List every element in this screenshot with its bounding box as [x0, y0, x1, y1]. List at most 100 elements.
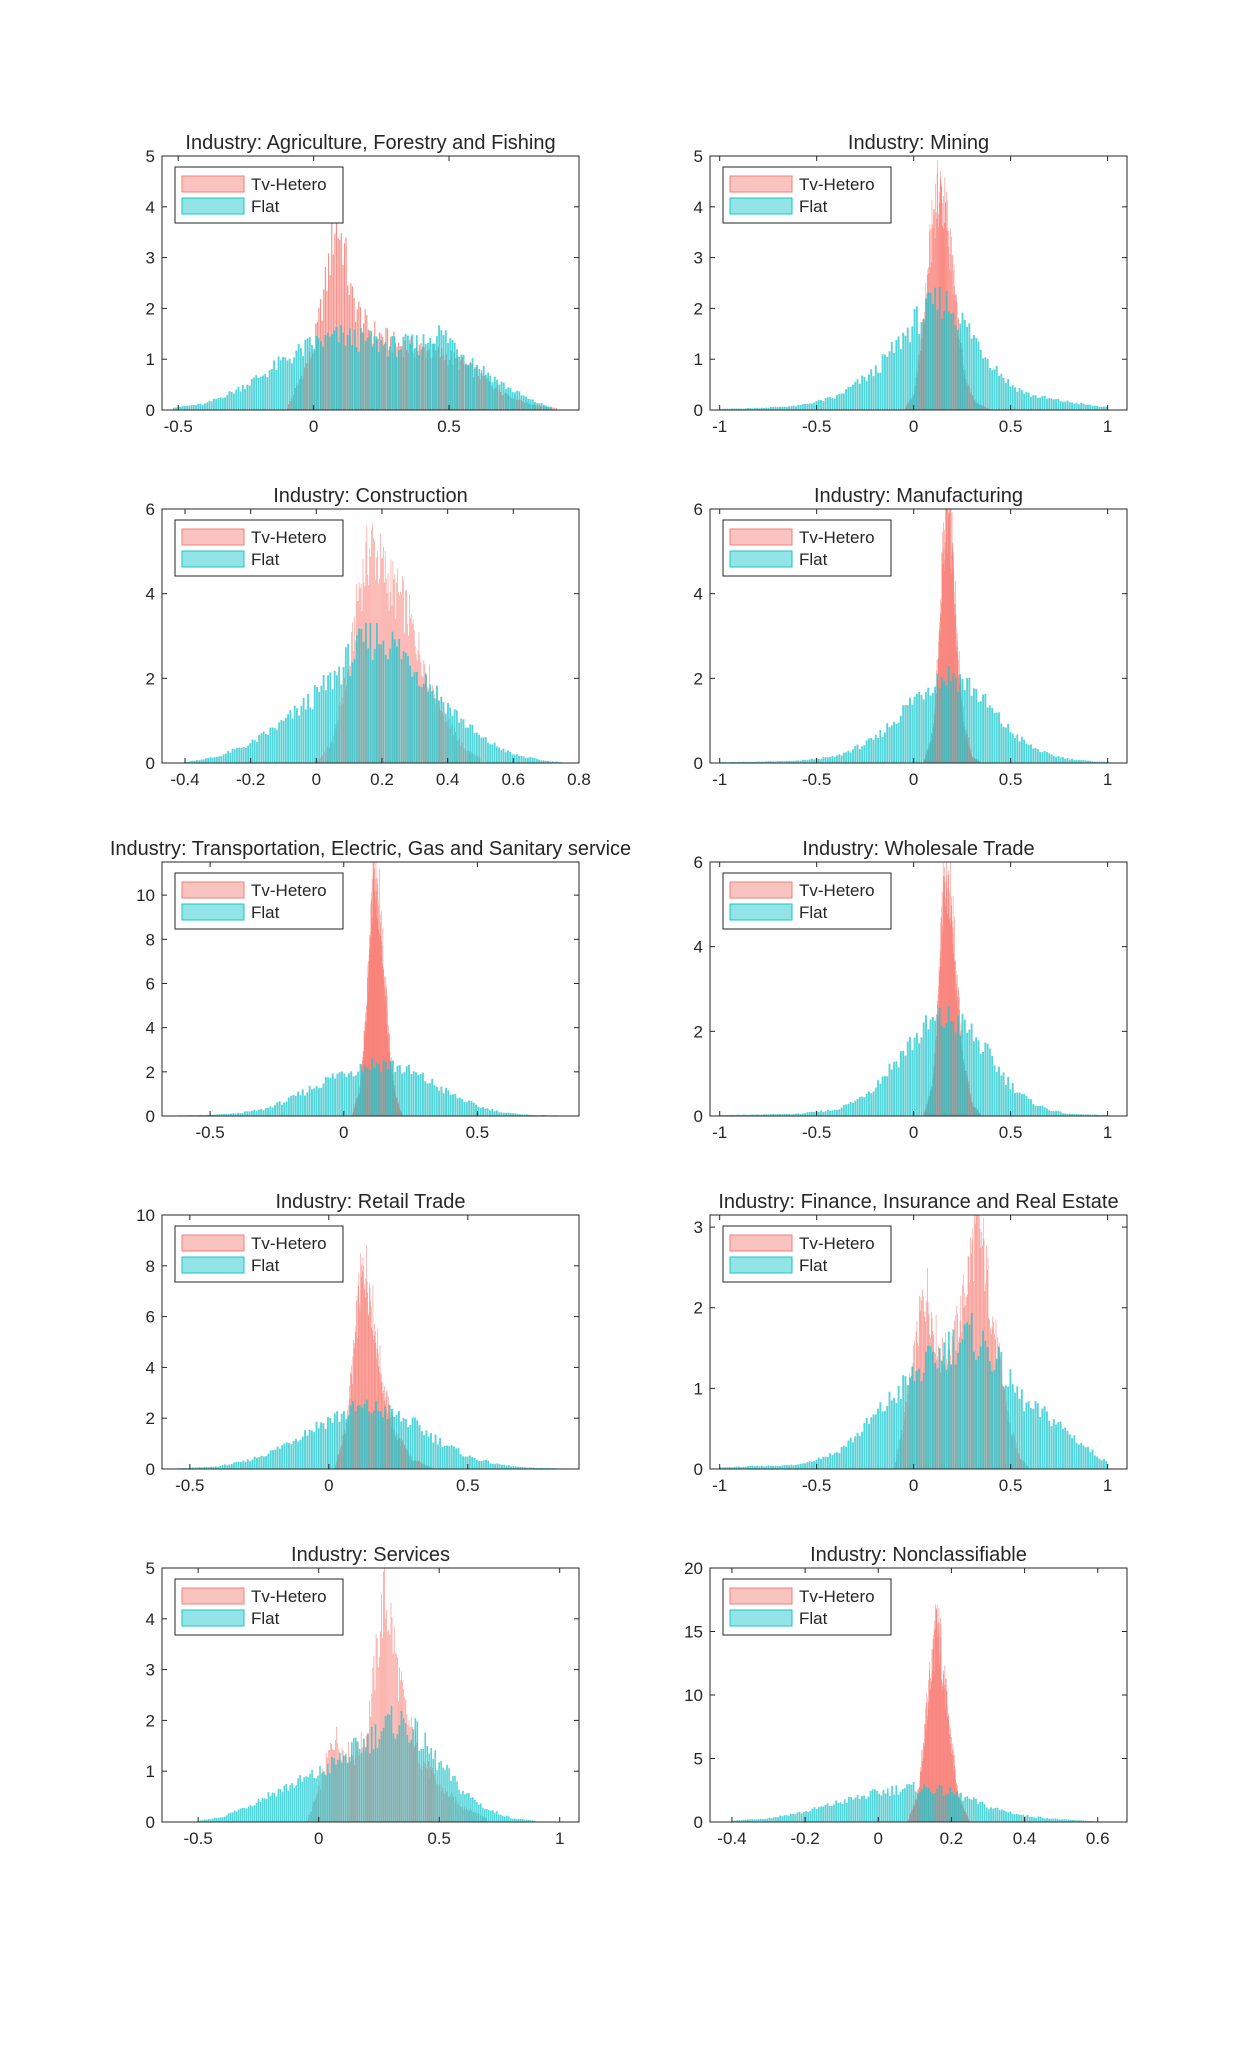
histogram-bar	[1009, 1811, 1012, 1822]
histogram-bar	[856, 1432, 859, 1469]
histogram-bar	[996, 1807, 999, 1822]
histogram-bar	[927, 1715, 929, 1822]
histogram-bar	[990, 1807, 992, 1822]
histogram-bar	[941, 906, 943, 1116]
histogram-bar	[179, 406, 182, 410]
histogram-bar	[378, 644, 381, 763]
histogram-bar	[297, 343, 300, 410]
histogram-bar	[522, 756, 525, 763]
histogram-bar	[293, 1787, 296, 1822]
histogram-bar	[1066, 1430, 1069, 1469]
histogram-bar	[470, 1797, 472, 1822]
histogram-bar	[320, 685, 323, 763]
histogram-bar	[281, 1445, 284, 1469]
histogram-bar	[467, 727, 469, 763]
histogram-bar	[218, 756, 221, 763]
histogram-bar	[498, 1464, 501, 1469]
histogram-bar	[406, 350, 408, 410]
histogram-bar	[260, 1109, 263, 1116]
histogram-bar	[502, 1112, 505, 1116]
histogram-bar	[498, 384, 501, 410]
histogram-bar	[260, 733, 263, 763]
histogram-bar	[324, 335, 327, 410]
histogram-bar	[878, 1793, 881, 1822]
histogram-bar	[507, 1465, 510, 1469]
histogram-bar	[433, 343, 436, 410]
histogram-bar	[383, 343, 385, 410]
legend-swatch	[729, 903, 793, 921]
histogram-bar	[489, 744, 492, 763]
histogram-bar	[1025, 391, 1028, 410]
histogram-bar	[358, 1273, 360, 1469]
histogram-bar	[942, 196, 944, 410]
histogram-bar	[552, 407, 554, 410]
histogram-bar	[408, 1064, 411, 1116]
histogram-bar	[902, 705, 905, 763]
histogram-bar	[820, 1458, 822, 1469]
histogram-bar	[901, 1789, 904, 1822]
legend-label: Flat	[799, 1609, 828, 1628]
histogram-bar	[756, 1465, 759, 1469]
histogram-bar	[341, 1071, 343, 1116]
histogram-bar	[285, 1442, 288, 1469]
histogram-bar	[417, 350, 419, 410]
histogram-bar	[820, 1806, 822, 1822]
histogram-bar	[377, 1410, 380, 1469]
histogram-bar	[334, 233, 336, 410]
legend-swatch	[729, 1609, 793, 1627]
histogram-bar	[358, 1748, 361, 1822]
histogram-bar	[498, 747, 500, 763]
histogram-bar	[471, 1810, 473, 1822]
series-flat	[170, 1058, 563, 1116]
y-tick-label: 6	[694, 853, 703, 872]
histogram-bar	[224, 397, 226, 410]
histogram-bar	[950, 923, 951, 1116]
x-tick-label: 0.8	[567, 770, 591, 789]
histogram-bar	[938, 227, 939, 410]
histogram-bar	[947, 1794, 949, 1822]
histogram-bar	[915, 386, 916, 410]
histogram-bar	[751, 1114, 754, 1116]
histogram-bar	[923, 1784, 926, 1822]
histogram-bar	[253, 1456, 256, 1469]
histogram-bar	[531, 757, 534, 763]
histogram-bar	[968, 1029, 971, 1116]
histogram-bar	[977, 759, 978, 763]
histogram-bar	[308, 1814, 310, 1822]
histogram-bar	[958, 339, 960, 410]
histogram-bar	[472, 377, 475, 410]
histogram-bar	[364, 1289, 365, 1469]
histogram-bar	[377, 1667, 379, 1822]
histogram-bar	[261, 1798, 264, 1822]
histogram-bar	[367, 648, 369, 763]
histogram-bar	[196, 1467, 199, 1469]
histogram-bar	[737, 1114, 740, 1116]
histogram-bar	[931, 1680, 932, 1822]
histogram-bar	[513, 1818, 516, 1822]
histogram-bar	[1057, 1110, 1060, 1116]
histogram-bar	[494, 1464, 497, 1469]
histogram-bar	[958, 997, 960, 1116]
histogram-bar	[808, 1111, 811, 1116]
histogram-bar	[502, 382, 505, 410]
histogram-bar	[1068, 402, 1071, 410]
histogram-bar	[400, 658, 403, 763]
histogram-bar	[489, 375, 492, 410]
histogram-bar	[307, 1777, 309, 1822]
histogram-bar	[968, 1819, 969, 1822]
histogram-bar	[1059, 757, 1062, 763]
histogram-bar	[929, 1019, 932, 1116]
histogram-bar	[428, 349, 430, 410]
histogram-bar	[343, 1755, 345, 1822]
histogram-bar	[931, 733, 933, 763]
histogram-bar	[790, 406, 793, 410]
histogram-bar	[963, 721, 964, 763]
histogram-bar	[922, 319, 924, 410]
histogram-bar	[931, 1649, 933, 1822]
histogram-bar	[366, 1067, 369, 1116]
histogram-bar	[1018, 388, 1021, 410]
histogram-bar	[517, 1818, 520, 1822]
histogram-bar	[531, 399, 534, 410]
